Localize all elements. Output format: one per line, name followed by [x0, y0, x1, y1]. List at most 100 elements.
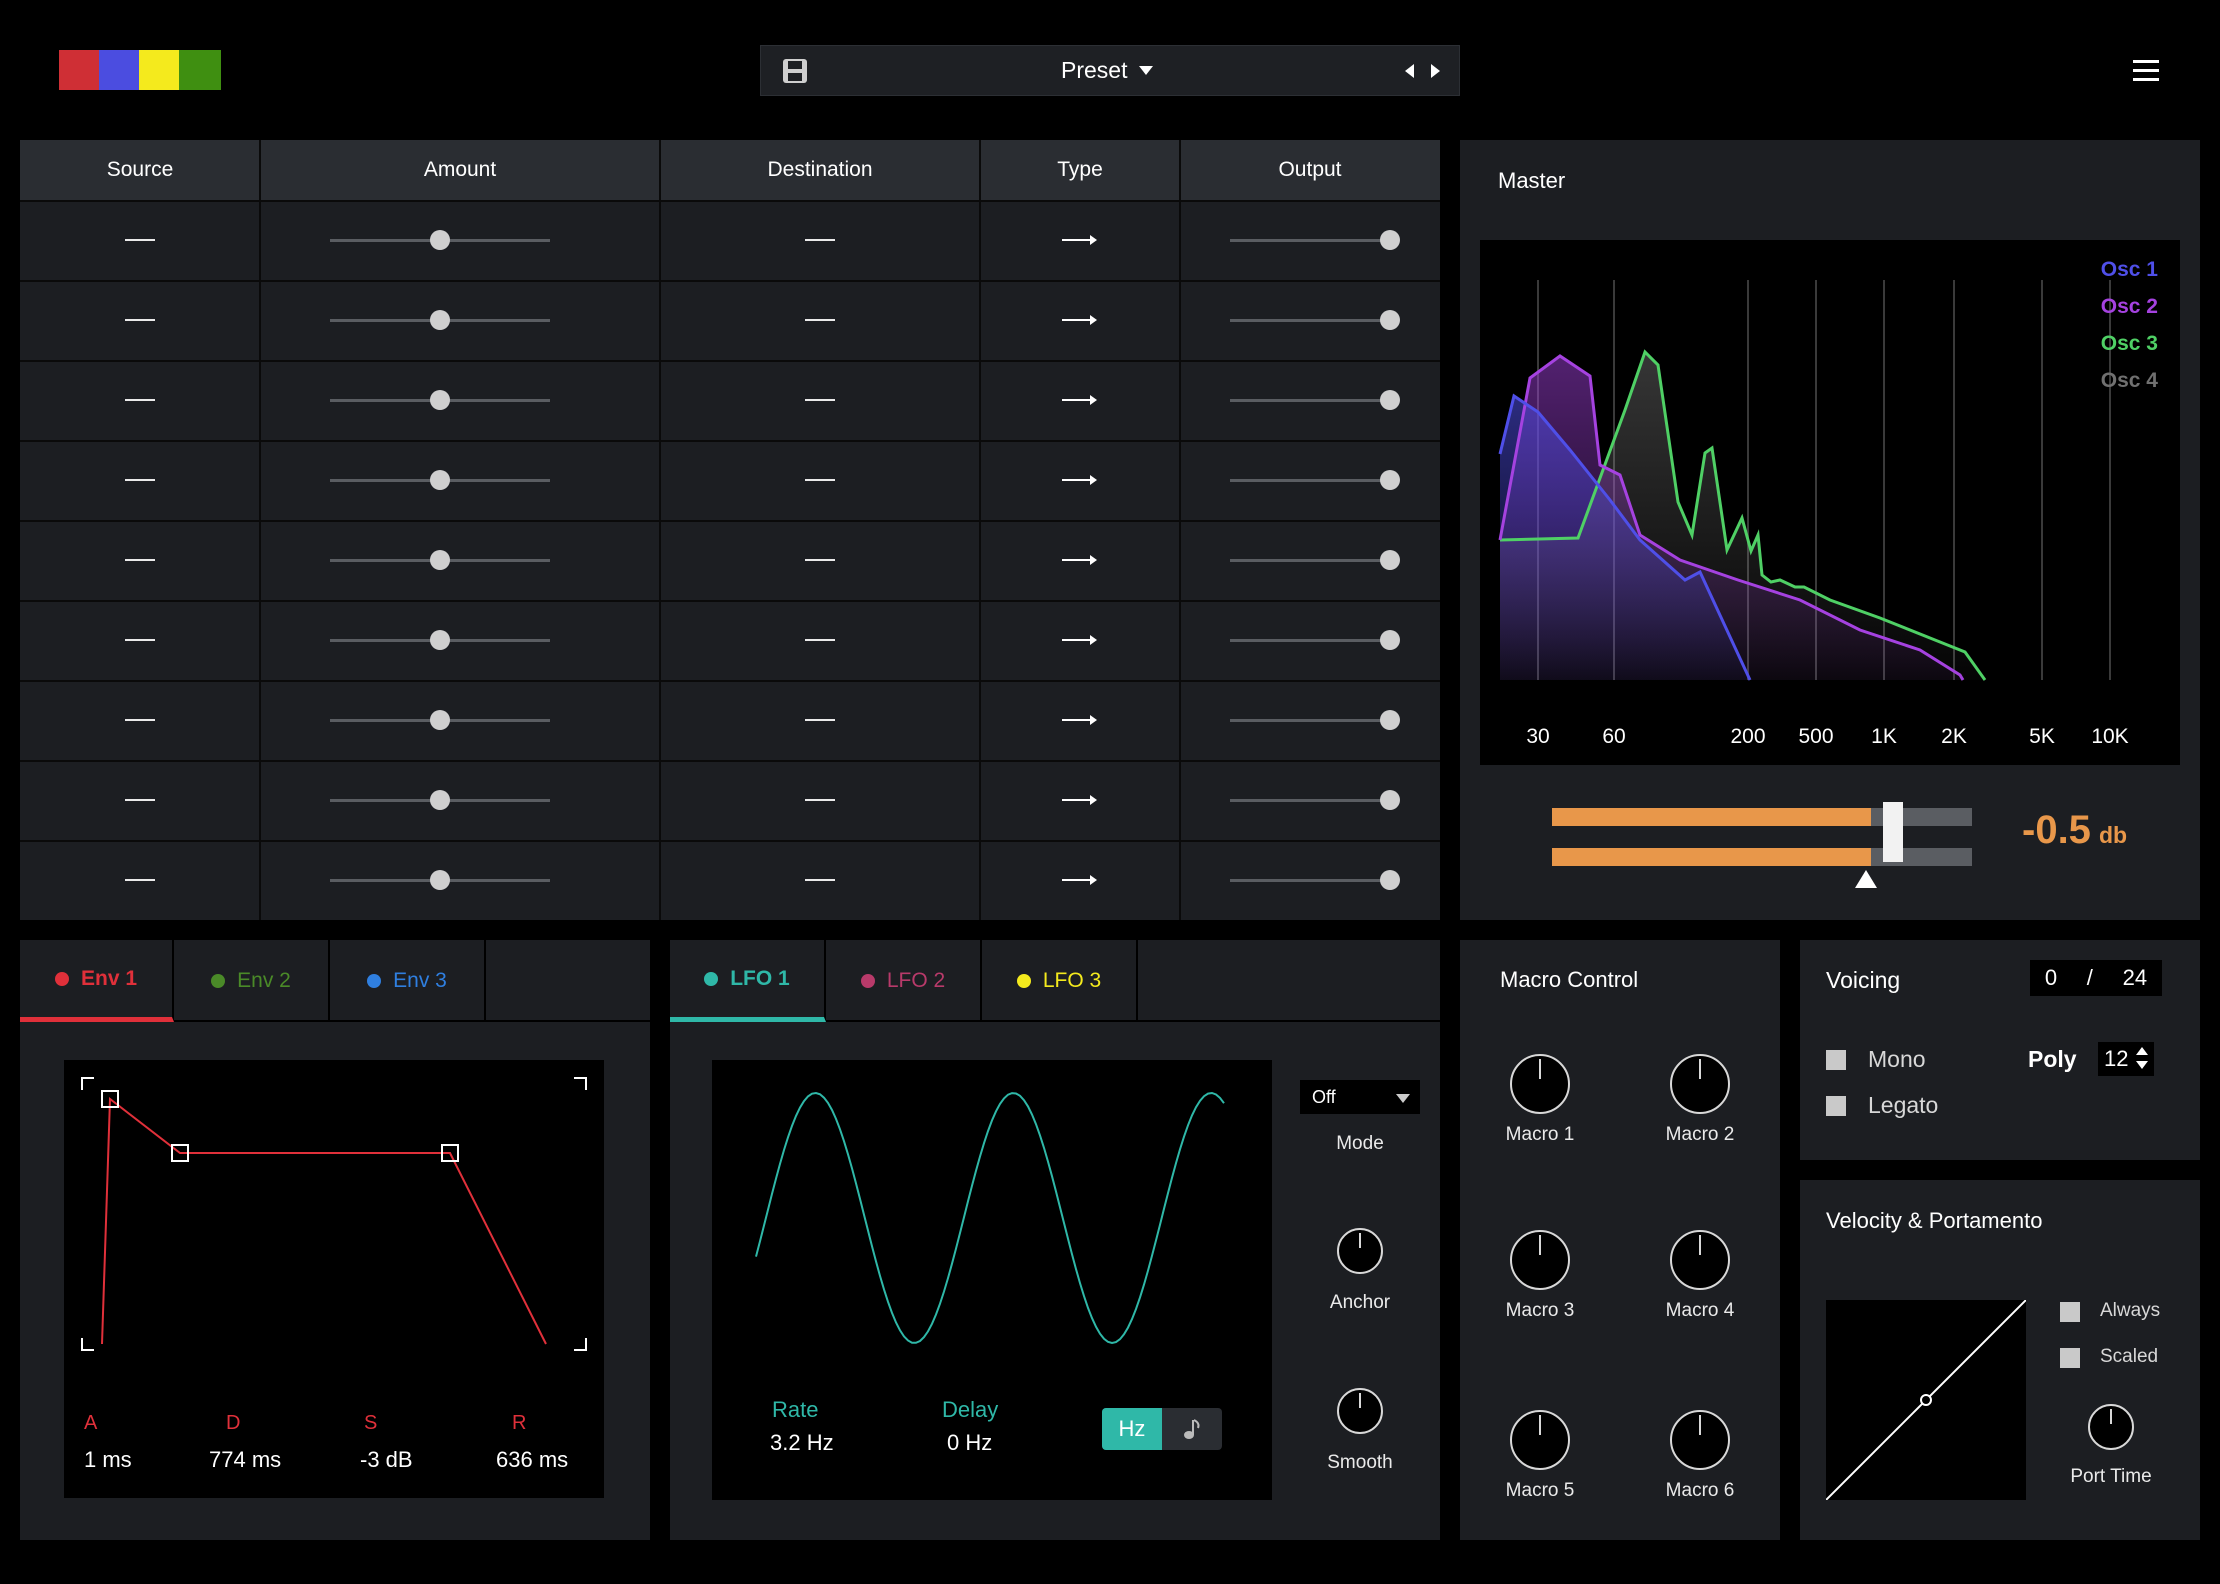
- destination-selector[interactable]: [660, 280, 980, 360]
- type-toggle[interactable]: [980, 600, 1180, 680]
- slider-knob[interactable]: [1380, 230, 1400, 250]
- envelope-editor[interactable]: A 1 ms D 774 ms S -3 dB R 636 ms: [64, 1060, 604, 1498]
- slider-knob[interactable]: [1380, 470, 1400, 490]
- source-selector[interactable]: [20, 280, 260, 360]
- tab-lfo-2[interactable]: LFO 2: [826, 940, 982, 1022]
- hz-button[interactable]: Hz: [1102, 1408, 1162, 1450]
- hz-sync-toggle[interactable]: Hz: [1102, 1408, 1222, 1450]
- type-toggle[interactable]: [980, 760, 1180, 840]
- slider-knob[interactable]: [1380, 630, 1400, 650]
- tab-lfo-3[interactable]: LFO 3: [982, 940, 1138, 1022]
- slider-knob[interactable]: [1380, 550, 1400, 570]
- source-selector[interactable]: [20, 360, 260, 440]
- output-slider[interactable]: [1180, 840, 1440, 920]
- lfo-rate-value[interactable]: 3.2 Hz: [770, 1430, 834, 1455]
- legend-osc-3[interactable]: Osc 3: [2101, 332, 2158, 355]
- source-selector[interactable]: [20, 520, 260, 600]
- velocity-curve[interactable]: [1825, 1299, 2027, 1501]
- destination-selector[interactable]: [660, 600, 980, 680]
- amount-slider[interactable]: [260, 840, 660, 920]
- type-toggle[interactable]: [980, 840, 1180, 920]
- output-slider[interactable]: [1180, 760, 1440, 840]
- source-selector[interactable]: [20, 760, 260, 840]
- amount-slider[interactable]: [260, 440, 660, 520]
- source-selector[interactable]: [20, 600, 260, 680]
- amount-slider[interactable]: [260, 360, 660, 440]
- type-toggle[interactable]: [980, 200, 1180, 280]
- envelope-graph[interactable]: [64, 1060, 604, 1498]
- slider-knob[interactable]: [430, 790, 450, 810]
- env-param-a-value[interactable]: 1 ms: [84, 1447, 132, 1472]
- slider-knob[interactable]: [430, 630, 450, 650]
- port-time-knob[interactable]: [2088, 1404, 2134, 1450]
- save-icon[interactable]: [781, 57, 809, 85]
- anchor-knob[interactable]: [1337, 1228, 1383, 1274]
- destination-selector[interactable]: [660, 760, 980, 840]
- preset-dropdown[interactable]: Preset: [1061, 46, 1154, 95]
- legato-checkbox[interactable]: [1826, 1096, 1846, 1116]
- threshold-marker-icon[interactable]: [1855, 870, 1878, 888]
- legend-osc-4[interactable]: Osc 4: [2101, 369, 2159, 392]
- source-selector[interactable]: [20, 200, 260, 280]
- output-slider[interactable]: [1180, 440, 1440, 520]
- destination-selector[interactable]: [660, 680, 980, 760]
- destination-selector[interactable]: [660, 440, 980, 520]
- amount-slider[interactable]: [260, 760, 660, 840]
- slider-knob[interactable]: [430, 870, 450, 890]
- type-toggle[interactable]: [980, 280, 1180, 360]
- scaled-checkbox[interactable]: [2060, 1348, 2080, 1368]
- output-slider[interactable]: [1180, 360, 1440, 440]
- smooth-knob[interactable]: [1337, 1388, 1383, 1434]
- destination-selector[interactable]: [660, 840, 980, 920]
- output-slider[interactable]: [1180, 520, 1440, 600]
- macro-4-knob[interactable]: [1670, 1230, 1730, 1290]
- macro-3-knob[interactable]: [1510, 1230, 1570, 1290]
- stepper-down-icon[interactable]: [2136, 1061, 2148, 1069]
- macro-2-knob[interactable]: [1670, 1054, 1730, 1114]
- output-slider[interactable]: [1180, 680, 1440, 760]
- amount-slider[interactable]: [260, 600, 660, 680]
- slider-knob[interactable]: [430, 310, 450, 330]
- destination-selector[interactable]: [660, 360, 980, 440]
- color-swatches[interactable]: [59, 50, 221, 90]
- tab-lfo-1[interactable]: LFO 1: [670, 940, 826, 1022]
- music-note-icon[interactable]: [1162, 1408, 1222, 1450]
- hamburger-menu-icon[interactable]: [2133, 60, 2159, 82]
- env-param-s-value[interactable]: -3 dB: [360, 1447, 413, 1472]
- amount-slider[interactable]: [260, 520, 660, 600]
- preset-prev-icon[interactable]: [1405, 64, 1414, 78]
- amount-slider[interactable]: [260, 680, 660, 760]
- env-param-d-value[interactable]: 774 ms: [209, 1447, 282, 1472]
- color-swatch-yellow[interactable]: [139, 50, 179, 90]
- tab-env-3[interactable]: Env 3: [330, 940, 486, 1022]
- slider-knob[interactable]: [430, 470, 450, 490]
- type-toggle[interactable]: [980, 520, 1180, 600]
- mode-dropdown[interactable]: Off: [1300, 1080, 1420, 1114]
- preset-next-icon[interactable]: [1431, 64, 1440, 78]
- mono-checkbox[interactable]: [1826, 1050, 1846, 1070]
- output-slider[interactable]: [1180, 280, 1440, 360]
- destination-selector[interactable]: [660, 520, 980, 600]
- macro-6-knob[interactable]: [1670, 1410, 1730, 1470]
- output-slider[interactable]: [1180, 600, 1440, 680]
- output-slider[interactable]: [1180, 200, 1440, 280]
- env-param-r-value[interactable]: 636 ms: [496, 1447, 569, 1472]
- destination-selector[interactable]: [660, 200, 980, 280]
- legend-osc-1[interactable]: Osc 1: [2101, 258, 2159, 281]
- lfo-display[interactable]: Rate 3.2 Hz Delay 0 Hz Hz: [712, 1060, 1272, 1500]
- source-selector[interactable]: [20, 840, 260, 920]
- stepper-up-icon[interactable]: [2136, 1047, 2148, 1055]
- attack-handle[interactable]: [101, 1090, 119, 1108]
- color-swatch-red[interactable]: [59, 50, 99, 90]
- type-toggle[interactable]: [980, 680, 1180, 760]
- slider-knob[interactable]: [1380, 310, 1400, 330]
- slider-knob[interactable]: [1380, 870, 1400, 890]
- slider-knob[interactable]: [1380, 790, 1400, 810]
- gain-handle[interactable]: [1883, 802, 1904, 862]
- type-toggle[interactable]: [980, 360, 1180, 440]
- slider-knob[interactable]: [430, 390, 450, 410]
- macro-1-knob[interactable]: [1510, 1054, 1570, 1114]
- sustain-handle[interactable]: [441, 1144, 459, 1162]
- slider-knob[interactable]: [1380, 710, 1400, 730]
- slider-knob[interactable]: [430, 550, 450, 570]
